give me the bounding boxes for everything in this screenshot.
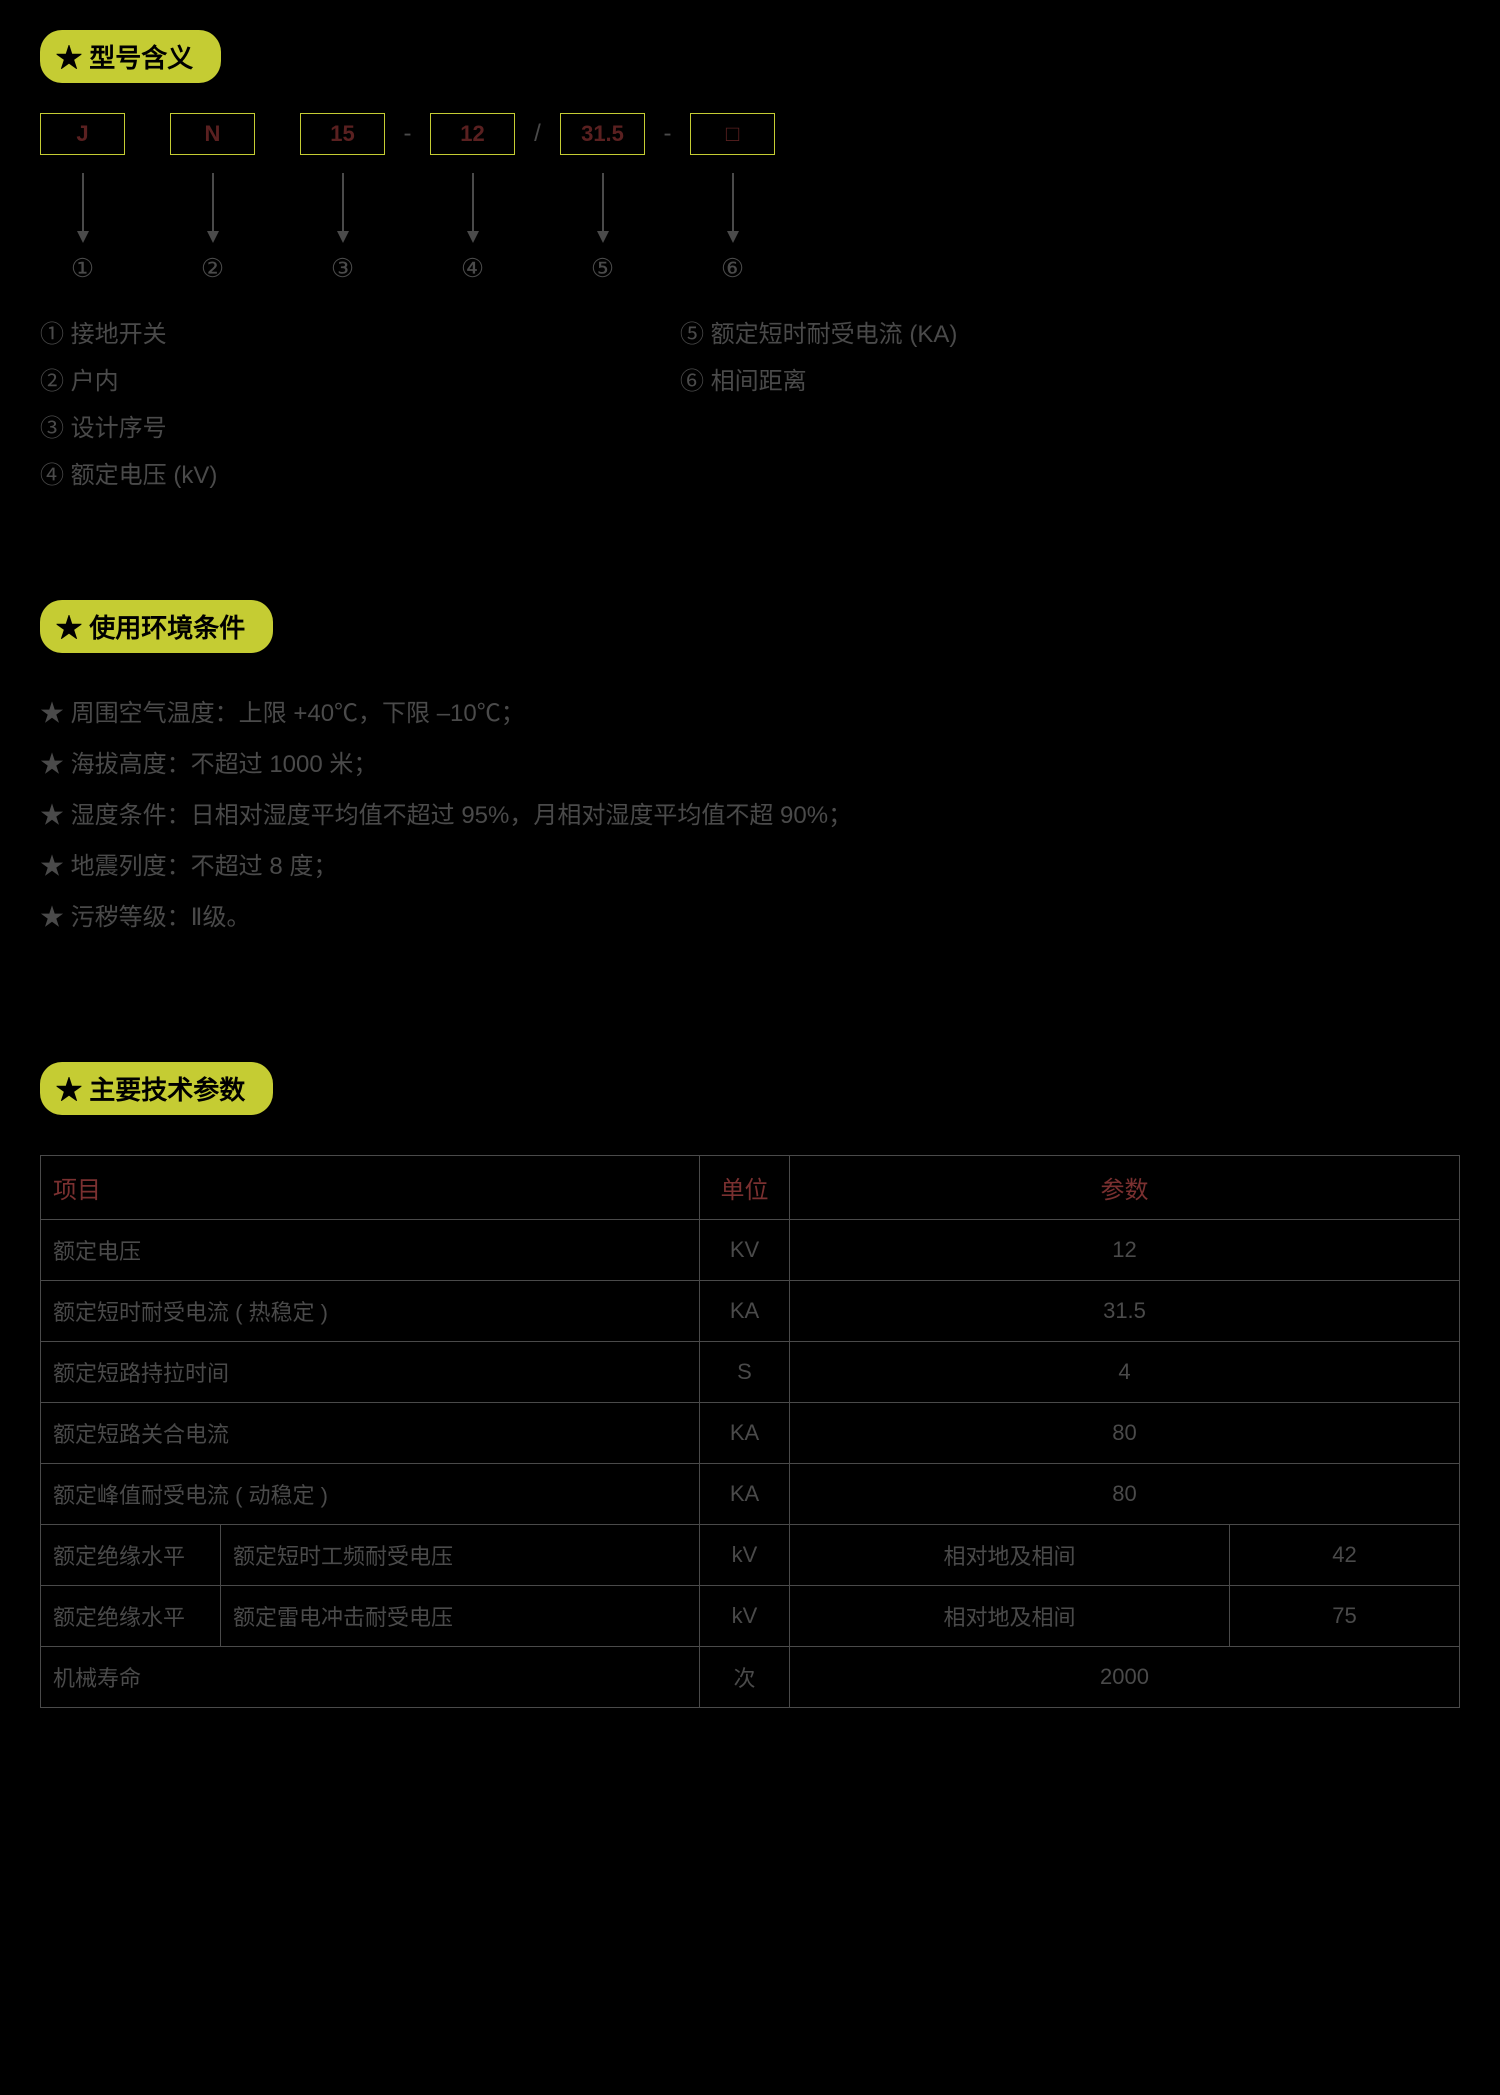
td-unit: KV xyxy=(700,1220,790,1281)
env-section: ★ 使用环境条件 ★ 周围空气温度：上限 +40℃，下限 –10℃； ★ 海拔高… xyxy=(40,600,1460,932)
legend-columns: ① 接地开关 ② 户内 ③ 设计序号 ④ 额定电压 (kV) ⑤ 额定短时耐受电… xyxy=(40,314,1460,490)
legend-item: ⑥ 相间距离 xyxy=(680,361,957,396)
td-unit: KA xyxy=(700,1464,790,1525)
table-row: 额定绝缘水平 额定雷电冲击耐受电压 kV 相对地及相间 75 xyxy=(41,1586,1460,1647)
td-value: 4 xyxy=(790,1342,1460,1403)
table-header-row: 项目 单位 参数 xyxy=(41,1156,1460,1220)
td-item2: 额定短时工频耐受电压 xyxy=(221,1525,700,1586)
arrow-down-icon xyxy=(203,173,223,243)
td-item2: 额定雷电冲击耐受电压 xyxy=(221,1586,700,1647)
legend-left: ① 接地开关 ② 户内 ③ 设计序号 ④ 额定电压 (kV) xyxy=(40,314,600,490)
sep-5: - xyxy=(645,120,690,148)
th-item: 项目 xyxy=(41,1156,700,1220)
table-row: 额定峰值耐受电流 ( 动稳定 ) KA 80 xyxy=(41,1464,1460,1525)
env-item: ★ 周围空气温度：上限 +40℃，下限 –10℃； xyxy=(40,693,1460,728)
env-item: ★ 海拔高度：不超过 1000 米； xyxy=(40,744,1460,779)
legend-item: ③ 设计序号 xyxy=(40,408,600,443)
arrow-down-icon xyxy=(593,173,613,243)
legend-item: ② 户内 xyxy=(40,361,600,396)
env-list: ★ 周围空气温度：上限 +40℃，下限 –10℃； ★ 海拔高度：不超过 100… xyxy=(40,693,1460,932)
td-item: 额定短路关合电流 xyxy=(41,1403,700,1464)
model-diagram: J N 15 - 12 / 31.5 - □ ① ② ③ ④ ⑤ ⑥ xyxy=(40,113,1460,490)
th-unit: 单位 xyxy=(700,1156,790,1220)
model-box-1: J xyxy=(40,113,125,155)
circled-4: ④ xyxy=(430,253,515,284)
table-row: 额定短路持拉时间 S 4 xyxy=(41,1342,1460,1403)
model-box-3: 15 xyxy=(300,113,385,155)
arrow-down-icon xyxy=(333,173,353,243)
section-title-params: ★ 主要技术参数 xyxy=(40,1062,273,1115)
circled-number-row: ① ② ③ ④ ⑤ ⑥ xyxy=(40,253,1460,284)
td-unit: 次 xyxy=(700,1647,790,1708)
circled-6: ⑥ xyxy=(690,253,775,284)
params-section: ★ 主要技术参数 项目 单位 参数 额定电压 KV 12 额定短时耐受电流 ( … xyxy=(40,1062,1460,1708)
circled-3: ③ xyxy=(300,253,385,284)
td-item: 机械寿命 xyxy=(41,1647,700,1708)
model-box-4: 12 xyxy=(430,113,515,155)
td-unit: S xyxy=(700,1342,790,1403)
table-row: 机械寿命 次 2000 xyxy=(41,1647,1460,1708)
td-p1: 相对地及相间 xyxy=(790,1586,1230,1647)
model-box-5: 31.5 xyxy=(560,113,645,155)
td-p1: 相对地及相间 xyxy=(790,1525,1230,1586)
arrow-down-icon xyxy=(723,173,743,243)
env-item: ★ 污秽等级：Ⅱ级。 xyxy=(40,897,1460,932)
section-title-env: ★ 使用环境条件 xyxy=(40,600,273,653)
td-value: 80 xyxy=(790,1464,1460,1525)
sep-3: - xyxy=(385,120,430,148)
sep-4: / xyxy=(515,120,560,148)
td-value: 31.5 xyxy=(790,1281,1460,1342)
td-item: 额定峰值耐受电流 ( 动稳定 ) xyxy=(41,1464,700,1525)
legend-right: ⑤ 额定短时耐受电流 (KA) ⑥ 相间距离 xyxy=(680,314,957,490)
legend-item: ① 接地开关 xyxy=(40,314,600,349)
circled-5: ⑤ xyxy=(560,253,645,284)
model-box-row: J N 15 - 12 / 31.5 - □ xyxy=(40,113,1460,155)
legend-item: ④ 额定电压 (kV) xyxy=(40,455,600,490)
td-value: 80 xyxy=(790,1403,1460,1464)
td-item1: 额定绝缘水平 xyxy=(41,1525,221,1586)
td-item: 额定短路持拉时间 xyxy=(41,1342,700,1403)
circled-1: ① xyxy=(40,253,125,284)
td-p2: 75 xyxy=(1230,1586,1460,1647)
td-item: 额定电压 xyxy=(41,1220,700,1281)
td-unit: KA xyxy=(700,1281,790,1342)
td-item: 额定短时耐受电流 ( 热稳定 ) xyxy=(41,1281,700,1342)
env-item: ★ 湿度条件：日相对湿度平均值不超过 95%，月相对湿度平均值不超 90%； xyxy=(40,795,1460,830)
model-box-2: N xyxy=(170,113,255,155)
table-row: 额定绝缘水平 额定短时工频耐受电压 kV 相对地及相间 42 xyxy=(41,1525,1460,1586)
td-unit: KA xyxy=(700,1403,790,1464)
td-p2: 42 xyxy=(1230,1525,1460,1586)
circled-2: ② xyxy=(170,253,255,284)
td-unit: kV xyxy=(700,1586,790,1647)
arrow-row xyxy=(40,173,1460,243)
env-item: ★ 地震列度：不超过 8 度； xyxy=(40,846,1460,881)
table-row: 额定短路关合电流 KA 80 xyxy=(41,1403,1460,1464)
td-value: 12 xyxy=(790,1220,1460,1281)
params-table: 项目 单位 参数 额定电压 KV 12 额定短时耐受电流 ( 热稳定 ) KA … xyxy=(40,1155,1460,1708)
th-param: 参数 xyxy=(790,1156,1460,1220)
table-row: 额定短时耐受电流 ( 热稳定 ) KA 31.5 xyxy=(41,1281,1460,1342)
legend-item: ⑤ 额定短时耐受电流 (KA) xyxy=(680,314,957,349)
section-title-model: ★ 型号含义 xyxy=(40,30,221,83)
table-row: 额定电压 KV 12 xyxy=(41,1220,1460,1281)
td-unit: kV xyxy=(700,1525,790,1586)
arrow-down-icon xyxy=(463,173,483,243)
arrow-down-icon xyxy=(73,173,93,243)
td-value: 2000 xyxy=(790,1647,1460,1708)
td-item1: 额定绝缘水平 xyxy=(41,1586,221,1647)
model-box-6: □ xyxy=(690,113,775,155)
